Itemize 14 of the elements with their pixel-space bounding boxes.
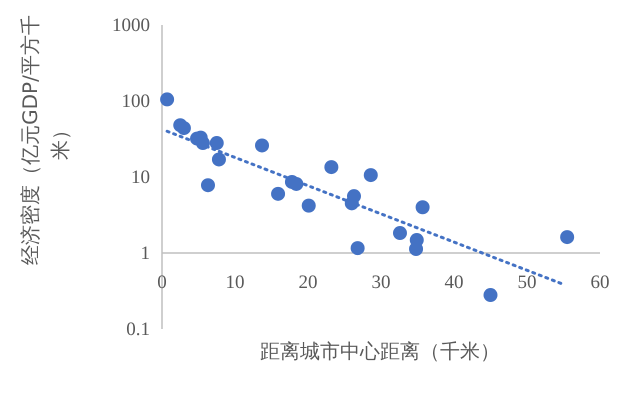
x-tick-label: 30 — [372, 272, 390, 293]
x-tick-label: 50 — [518, 272, 536, 293]
x-tick-label: 40 — [444, 272, 464, 293]
x-tick-label: 10 — [226, 272, 244, 293]
y-tick-label: 10 — [131, 167, 150, 188]
x-tick-label: 20 — [298, 272, 318, 293]
y-tick-label: 1000 — [112, 15, 150, 36]
x-tick-label: 0 — [157, 272, 167, 293]
y-tick-label: 100 — [122, 91, 150, 112]
x-axis-title: 距离城市中心距离（千米） — [259, 338, 501, 365]
y-tick-label: 1 — [140, 243, 150, 264]
x-tick-label: 60 — [590, 272, 610, 293]
y-tick-label: 0.1 — [126, 319, 150, 340]
y-axis-title: 经济密度（亿元GDP/平方千米） — [17, 14, 73, 267]
